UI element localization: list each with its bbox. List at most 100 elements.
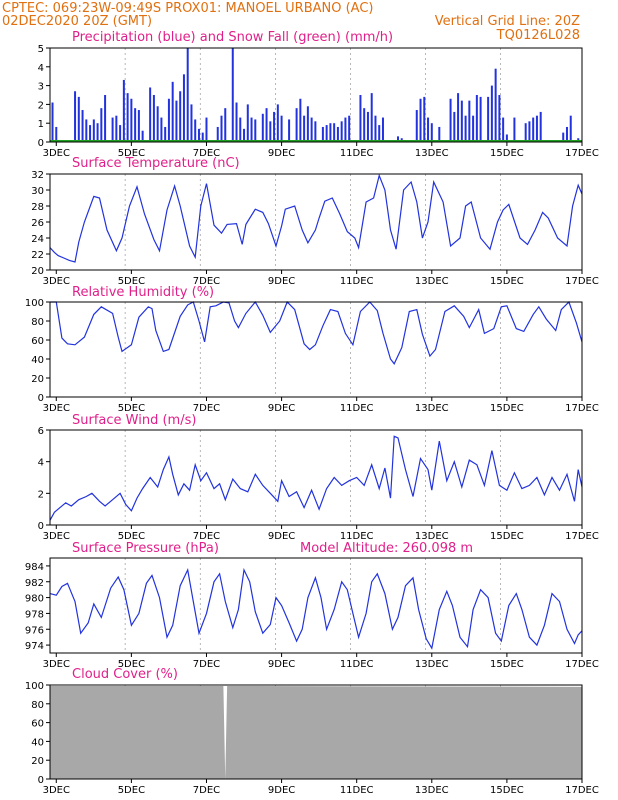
x-tick-label: 11DEC bbox=[340, 785, 374, 796]
x-tick-label: 3DEC bbox=[43, 531, 70, 542]
header-model-id: TQ0126L028 bbox=[496, 28, 580, 43]
y-tick-label: 22 bbox=[31, 250, 44, 261]
precipitation-bar bbox=[472, 115, 475, 142]
x-tick-label: 5DEC bbox=[118, 403, 145, 414]
y-tick-label: 20 bbox=[31, 756, 44, 767]
precipitation-bar bbox=[415, 110, 418, 142]
temperature-frame bbox=[49, 173, 583, 271]
precipitation-bar bbox=[243, 128, 246, 142]
x-tick-label: 7DEC bbox=[193, 148, 220, 159]
x-tick-label: 7DEC bbox=[193, 403, 220, 414]
x-tick-label: 17DEC bbox=[565, 148, 599, 159]
x-tick-label: 11DEC bbox=[340, 531, 374, 542]
precipitation-bar bbox=[528, 121, 531, 142]
precipitation-bar bbox=[179, 91, 182, 142]
y-tick-label: 26 bbox=[31, 218, 44, 229]
precipitation-bar bbox=[160, 117, 163, 142]
precipitation-bar bbox=[141, 130, 144, 142]
pressure-panel: Surface Pressure (hPa) Model Altitude: 2… bbox=[25, 541, 599, 670]
precipitation-bar bbox=[336, 126, 339, 142]
x-tick-label: 13DEC bbox=[415, 785, 449, 796]
precipitation-bar bbox=[51, 102, 54, 142]
pressure-frame bbox=[49, 557, 583, 654]
y-tick-label: 0 bbox=[38, 393, 44, 404]
x-tick-label: 15DEC bbox=[490, 531, 524, 542]
precipitation-bar bbox=[535, 115, 538, 142]
precipitation-bar bbox=[276, 104, 279, 142]
x-tick-label: 15DEC bbox=[490, 659, 524, 670]
precipitation-bar bbox=[96, 123, 99, 142]
precipitation-bar bbox=[273, 111, 276, 142]
precipitation-bar bbox=[265, 108, 268, 142]
precipitation-bar bbox=[396, 136, 399, 142]
precipitation-title: Precipitation (blue) and Snow Fall (gree… bbox=[72, 30, 393, 45]
precipitation-bar bbox=[299, 98, 302, 142]
precipitation-bar bbox=[475, 95, 478, 142]
precipitation-bar bbox=[329, 123, 332, 142]
precipitation-bar bbox=[89, 125, 92, 142]
x-tick-label: 9DEC bbox=[268, 659, 295, 670]
precipitation-bar bbox=[498, 95, 501, 142]
wind-frame bbox=[49, 429, 583, 526]
x-tick-label: 5DEC bbox=[118, 276, 145, 287]
precipitation-bar bbox=[111, 117, 114, 142]
precipitation-bar bbox=[152, 95, 155, 142]
x-tick-label: 3DEC bbox=[43, 276, 70, 287]
precipitation-bar bbox=[381, 117, 384, 142]
precipitation-bar bbox=[171, 81, 174, 142]
precipitation-bar bbox=[423, 96, 426, 142]
x-tick-label: 15DEC bbox=[490, 148, 524, 159]
precipitation-bar bbox=[220, 115, 223, 142]
x-tick-label: 7DEC bbox=[193, 659, 220, 670]
precipitation-bar bbox=[363, 108, 366, 142]
x-tick-label: 7DEC bbox=[193, 531, 220, 542]
precipitation-bar bbox=[370, 93, 373, 142]
x-tick-label: 7DEC bbox=[193, 785, 220, 796]
y-tick-label: 20 bbox=[31, 374, 44, 385]
precipitation-bar bbox=[55, 126, 58, 142]
precipitation-bar bbox=[460, 100, 463, 142]
precipitation-bar bbox=[288, 119, 291, 142]
precipitation-frame bbox=[49, 47, 583, 143]
precipitation-bar bbox=[175, 100, 178, 142]
x-tick-label: 13DEC bbox=[415, 531, 449, 542]
y-tick-label: 6 bbox=[38, 426, 44, 437]
x-tick-label: 3DEC bbox=[43, 785, 70, 796]
precipitation-bar bbox=[468, 100, 471, 142]
precipitation-bar bbox=[513, 117, 516, 142]
precipitation-bar bbox=[427, 117, 430, 142]
precipitation-bar bbox=[505, 134, 508, 142]
pressure-title: Surface Pressure (hPa) bbox=[72, 541, 219, 556]
x-tick-label: 11DEC bbox=[340, 403, 374, 414]
precipitation-bar bbox=[194, 119, 197, 142]
precipitation-bar bbox=[430, 123, 433, 142]
x-tick-label: 17DEC bbox=[565, 785, 599, 796]
model-altitude-label: Model Altitude: 260.098 m bbox=[300, 541, 473, 556]
y-tick-label: 2 bbox=[38, 489, 44, 500]
x-tick-label: 13DEC bbox=[415, 659, 449, 670]
precipitation-bar bbox=[122, 79, 125, 142]
precipitation-bar bbox=[565, 126, 568, 142]
precipitation-bar bbox=[490, 85, 493, 142]
y-tick-label: 0 bbox=[38, 521, 44, 532]
x-tick-label: 9DEC bbox=[268, 785, 295, 796]
y-tick-label: 2 bbox=[38, 100, 44, 111]
y-tick-label: 60 bbox=[31, 719, 44, 730]
precipitation-bar bbox=[378, 125, 381, 142]
y-tick-label: 80 bbox=[31, 317, 44, 328]
header-run-date: 02DEC2020 20Z (GMT) bbox=[2, 14, 152, 29]
y-tick-label: 0 bbox=[38, 775, 44, 786]
precipitation-bar bbox=[306, 106, 309, 142]
precipitation-bar bbox=[340, 121, 343, 142]
precipitation-panel: Precipitation (blue) and Snow Fall (gree… bbox=[38, 30, 599, 159]
x-tick-label: 9DEC bbox=[268, 148, 295, 159]
precipitation-bar bbox=[366, 111, 369, 142]
y-tick-label: 0 bbox=[38, 138, 44, 149]
wind-panel: Surface Wind (m/s) 0 2 4 6 3DEC 5DEC 7DEC 9DEC 1… bbox=[38, 413, 599, 542]
precipitation-bar bbox=[224, 108, 227, 142]
humidity-line bbox=[50, 300, 583, 365]
precipitation-bar bbox=[197, 128, 200, 142]
precipitation-bar bbox=[239, 117, 242, 142]
x-tick-label: 17DEC bbox=[565, 403, 599, 414]
precipitation-bar bbox=[205, 117, 208, 142]
